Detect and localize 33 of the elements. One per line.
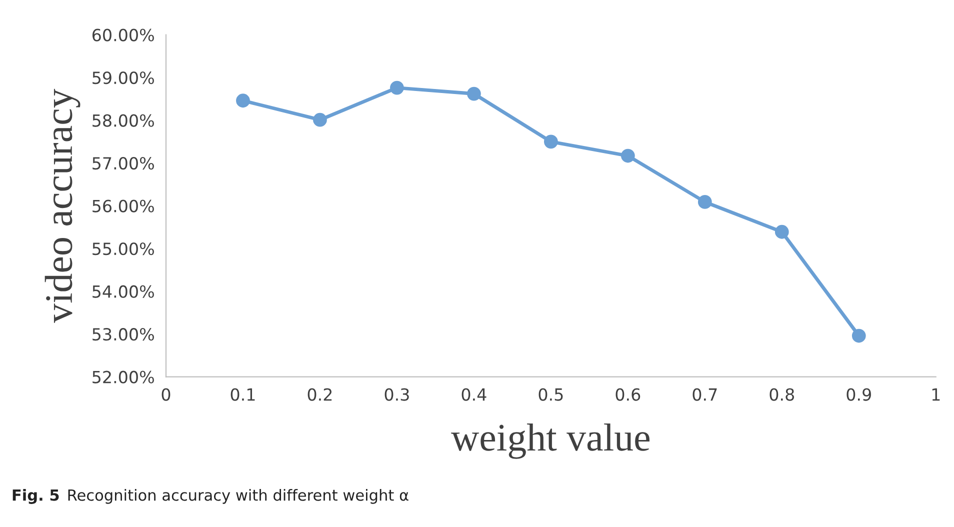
x-tick-label: 0.8: [770, 388, 794, 401]
point: [774, 224, 789, 239]
point: [620, 148, 635, 163]
y-tick-label: 56.00%: [92, 200, 154, 212]
x-axis-title: weight value: [451, 423, 650, 459]
y-tick-label: 53.00%: [92, 328, 154, 341]
x-tick-label: 0.2: [308, 388, 332, 401]
y-tick-label: 59.00%: [92, 71, 154, 84]
point: [698, 195, 712, 209]
point: [236, 94, 250, 108]
y-tick-label: 57.00%: [92, 157, 154, 170]
x-tick-label: 0.7: [692, 388, 717, 401]
y-tick-label: 52.00%: [92, 370, 154, 384]
point: [390, 80, 404, 95]
x-tick-label: 0.6: [616, 388, 640, 401]
x-tick-label: 1: [932, 388, 940, 401]
y-tick-label: 55.00%: [92, 242, 154, 256]
x-tick-label: 0.9: [846, 388, 871, 401]
x-tick-label: 0.4: [462, 388, 486, 401]
y-tick-label: 54.00%: [92, 285, 154, 298]
point: [313, 112, 327, 127]
x-tick-label: 0: [162, 388, 170, 401]
caption: Fig. 5: [12, 489, 59, 504]
point: [544, 134, 558, 149]
x-tick-label: 0.1: [230, 388, 255, 401]
y-tick-label: 58.00%: [92, 114, 154, 127]
x-tick-label: 0.3: [384, 388, 409, 401]
y-axis-title: video accuracy: [44, 88, 80, 323]
point: [467, 86, 481, 101]
point: [852, 328, 866, 343]
x-tick-label: 0.5: [538, 388, 563, 401]
text: Recognition accuracy with different weight α: [68, 489, 408, 504]
y-tick-label: 60.00%: [92, 28, 154, 42]
